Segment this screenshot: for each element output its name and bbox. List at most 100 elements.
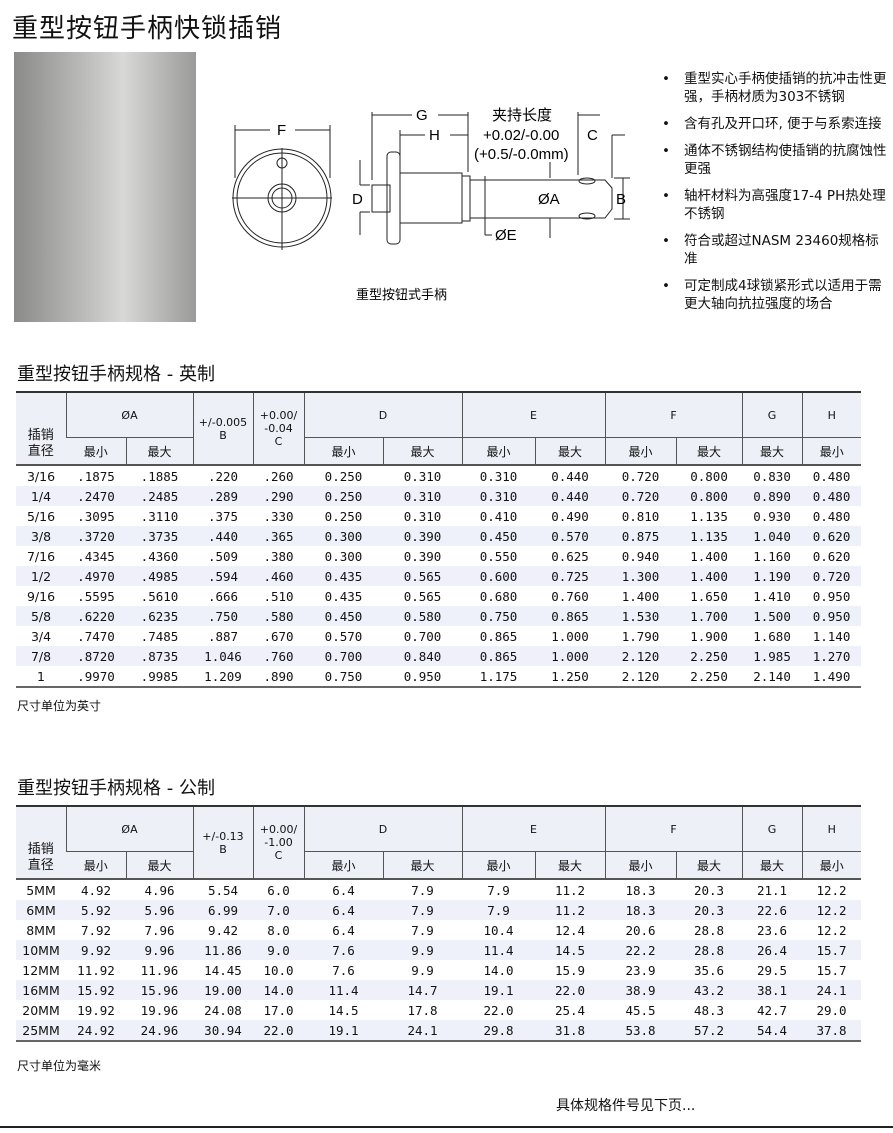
- table-cell: 0.480: [812, 468, 851, 484]
- table-cell: 0.890: [742, 486, 803, 506]
- table-cell: 24.96: [126, 1020, 193, 1041]
- table-header-cell: +/-0.005 B: [192, 392, 253, 465]
- header-min: 最小: [819, 444, 844, 459]
- table-header-cell: 最大: [382, 437, 463, 465]
- table-cell: 20.6: [625, 922, 656, 938]
- table-cell: 11.4: [462, 940, 536, 960]
- header-d: D: [378, 408, 388, 422]
- table-cell: .8720: [66, 646, 126, 666]
- table-row: 3/4 .7470 .7485 .887 .670 0.570 0.700 0.865 1.00…: [16, 626, 861, 646]
- table-cell: 29.5: [756, 962, 788, 978]
- dim-c-label: C: [587, 127, 598, 144]
- header-max: 最大: [697, 858, 722, 873]
- table-cell: 25.4: [554, 1002, 586, 1018]
- table-cell: .4345: [77, 548, 115, 564]
- table-cell: .260: [263, 468, 294, 484]
- table-cell: 0.940: [621, 548, 660, 564]
- table-header-cell: G: [741, 392, 803, 438]
- table-cell: 0.750: [324, 668, 363, 684]
- metric-unit-note: 尺寸单位为毫米: [17, 1059, 102, 1073]
- table-cell: 0.810: [621, 508, 660, 524]
- table-cell: 7.6: [332, 962, 355, 978]
- table-cell: 6.0: [267, 882, 290, 898]
- feature-list: 重型实心手柄使插销的抗冲击性更强，手柄材质为303不锈钢含有孔及开口环, 便于与…: [662, 70, 887, 322]
- table-header-cell: +0.00/ -1.00 C: [252, 806, 304, 879]
- table-cell: .380: [263, 548, 294, 564]
- table-cell: 1.900: [690, 628, 728, 644]
- table-cell: 6.4: [304, 900, 383, 920]
- table-cell: 23.6: [756, 922, 788, 938]
- table-cell: 12.2: [802, 900, 862, 920]
- table-cell: 0.720: [605, 486, 677, 506]
- table-cell: 1.490: [812, 668, 851, 684]
- table-cell: 3/16: [26, 468, 56, 484]
- table-cell: 1.000: [535, 646, 606, 666]
- table-cell: 0.620: [802, 526, 862, 546]
- table-cell: 11.86: [193, 940, 253, 960]
- table-cell: 26.4: [742, 940, 803, 960]
- table-cell: 15.7: [816, 962, 847, 978]
- table-cell: 0.760: [551, 588, 589, 604]
- table-row: 1/4.2470.2485.289.290 0.250 0.310 0.310 0.44…: [16, 486, 862, 506]
- table-cell: 7.9: [383, 900, 463, 920]
- header-min: 最小: [331, 444, 356, 459]
- product-photo: [14, 52, 196, 322]
- table-cell: 7.9: [487, 882, 510, 898]
- table-header-cell: 最小: [461, 851, 536, 879]
- table-cell: 1.410: [753, 588, 791, 604]
- table-cell: 0.750: [462, 606, 536, 626]
- table-cell: 15.96: [126, 980, 193, 1000]
- table-cell: 1.400: [621, 588, 660, 604]
- table-cell: 0.725: [535, 566, 606, 586]
- table-cell: 1: [37, 668, 45, 684]
- table-cell: 0.580: [383, 606, 463, 626]
- header-max: 最大: [697, 444, 722, 459]
- feature-item: 可定制成4球锁紧形式以适用于需更大轴向抗拉强度的场合: [662, 277, 887, 313]
- table-cell: 0.800: [690, 468, 728, 484]
- table-cell: .5610: [140, 588, 179, 604]
- table-row: 5/8.6220.6235.750.580 0.450 0.580 0.750 0.86…: [16, 606, 862, 626]
- grip-length-label: 夹持长度: [492, 106, 552, 124]
- header-pin-diameter: 插销直径: [27, 842, 54, 873]
- header-e: E: [530, 822, 537, 836]
- table-header-cell: 最大: [741, 437, 803, 465]
- table-cell: .2485: [126, 486, 193, 506]
- table-cell: .750: [193, 606, 253, 626]
- table-cell: 0.300: [304, 526, 383, 546]
- table-cell: 12.2: [816, 922, 847, 938]
- table-cell: 17.0: [263, 1002, 294, 1018]
- table-header-cell: H: [801, 806, 862, 852]
- table-cell: .4985: [126, 566, 193, 586]
- feature-item: 符合或超过NASM 23460规格标准: [662, 232, 887, 268]
- table-cell: 11.4: [304, 980, 383, 1000]
- header-e: E: [530, 408, 537, 422]
- dim-f-label: F: [277, 122, 286, 139]
- table-cell: 0.625: [551, 548, 589, 564]
- table-cell: .760: [253, 646, 304, 666]
- feature-item: 通体不锈钢结构使插销的抗腐蚀性更强: [662, 142, 887, 178]
- table-cell: 24.08: [204, 1002, 242, 1018]
- header-c-tolerance: +0.00/ -1.00: [259, 823, 298, 849]
- table-cell: 22.0: [535, 980, 606, 1000]
- table-cell: 8MM: [26, 922, 56, 938]
- imperial-section-title: 重型按钮手柄规格 - 英制: [17, 364, 215, 385]
- table-cell: .666: [207, 588, 239, 604]
- table-cell: .290: [253, 486, 304, 506]
- header-min: 最小: [486, 444, 511, 459]
- table-cell: 19.92: [77, 1002, 115, 1018]
- table-header-cell: F: [604, 392, 743, 438]
- table-row: 7/16 .4345 .4360 .509 .380 0.300 0.390 0.550 0.6…: [16, 546, 861, 566]
- table-row: 8MM 7.92 7.96 9.42 8.0 6.4 7.9 10.4 12.4 20.6 28.8…: [16, 920, 861, 940]
- header-b: B: [219, 842, 227, 856]
- table-cell: 5MM: [26, 882, 56, 898]
- table-cell: 14.45: [204, 962, 242, 978]
- table-header-cell: F: [604, 806, 743, 852]
- grip-tol-in: +0.02/-0.00: [483, 127, 559, 144]
- table-header-cell: 最大: [534, 437, 606, 465]
- header-max: 最大: [147, 444, 172, 459]
- table-cell: 0.600: [462, 566, 536, 586]
- table-cell: 0.250: [324, 468, 363, 484]
- table-cell: 24.1: [802, 980, 862, 1000]
- table-cell: 11.2: [554, 882, 586, 898]
- table-cell: 0.310: [403, 468, 442, 484]
